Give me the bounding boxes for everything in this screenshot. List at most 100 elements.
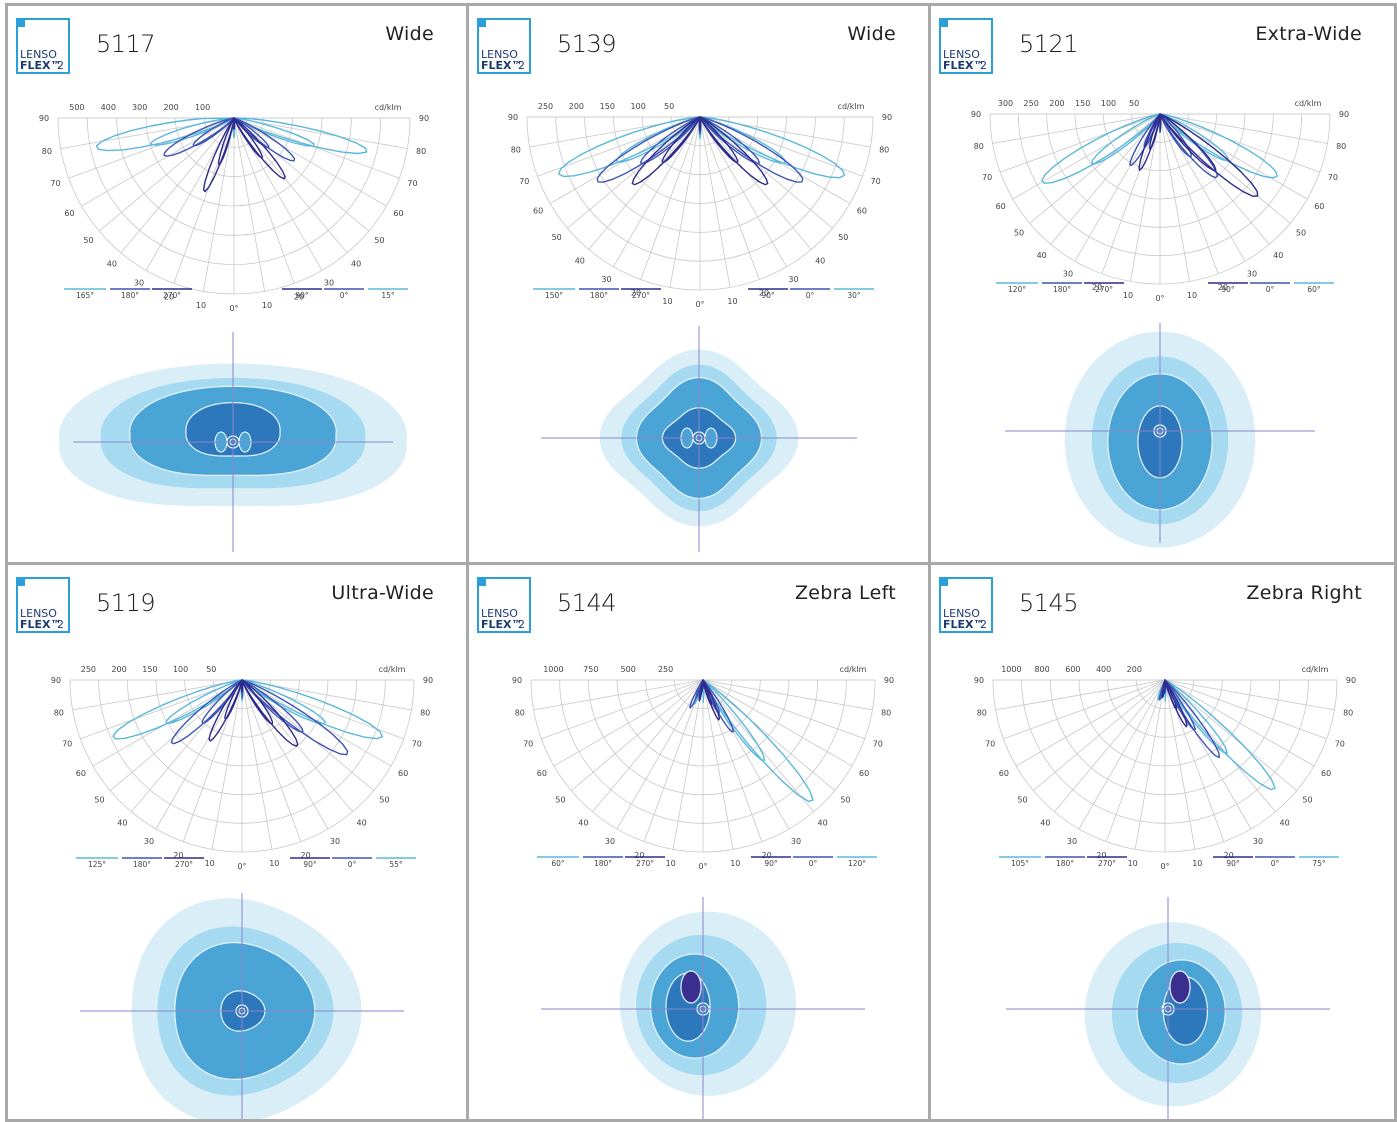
radial-value-label: 1000 xyxy=(1001,665,1021,674)
radial-value-label: 100 xyxy=(1101,99,1116,108)
polar-spoke xyxy=(1159,113,1320,173)
polar-spoke xyxy=(1012,113,1161,200)
intensity-curve-c xyxy=(208,679,243,742)
polar-spoke xyxy=(1050,113,1161,245)
angle-label: 40 xyxy=(357,819,367,828)
product-code: 5144 xyxy=(557,589,617,617)
polar-spoke xyxy=(1000,113,1161,173)
intensity-curve-c xyxy=(1159,113,1259,197)
polar-spoke xyxy=(643,679,704,842)
angle-label: 90 xyxy=(423,676,433,685)
legend-angle-label: 105° xyxy=(1011,859,1029,868)
svg-text:2: 2 xyxy=(57,59,64,72)
polar-spoke xyxy=(699,116,833,229)
angle-label: 40 xyxy=(818,819,828,828)
svg-text:2: 2 xyxy=(980,618,987,631)
unit-label: cd/klm xyxy=(379,665,406,674)
angle-label: 20 xyxy=(1096,851,1106,860)
legend-angle-label: 180° xyxy=(133,860,151,869)
angle-label: 80 xyxy=(977,708,987,717)
radial-value-label: 500 xyxy=(69,103,84,112)
radial-value-label: 100 xyxy=(631,102,646,111)
legend-angle-label: 165° xyxy=(76,291,94,300)
radial-value-label: 200 xyxy=(1127,665,1142,674)
legend-angle-label: 180° xyxy=(1053,285,1071,294)
polar-spoke xyxy=(702,679,865,740)
polar-spoke xyxy=(1164,679,1327,740)
polar-spoke xyxy=(702,679,734,850)
angle-label: 0° xyxy=(698,862,707,871)
polar-spoke xyxy=(672,679,704,850)
angle-label: 70 xyxy=(1335,740,1345,749)
polar-spoke xyxy=(1054,679,1166,813)
polar-grid xyxy=(530,679,876,853)
legend-angle-label: 0° xyxy=(806,291,815,300)
legend-angle-label: 30° xyxy=(847,291,861,300)
angle-label: 30 xyxy=(330,837,340,846)
intensity-curve-a xyxy=(702,679,814,803)
polar-spoke xyxy=(567,116,701,229)
polar-spoke xyxy=(699,116,787,268)
polar-spoke xyxy=(699,116,812,250)
angle-label: 40 xyxy=(351,260,361,269)
angle-label: 70 xyxy=(519,177,529,186)
angle-label: 40 xyxy=(117,819,127,828)
angle-label: 10 xyxy=(727,297,737,306)
polar-and-isolux-diagram: 90 80 70 60 50 40 30 20 10 0° 10 20 30 40 50 60 70 80 90 25… xyxy=(508,102,892,552)
angle-label: 40 xyxy=(815,256,825,265)
polar-spoke xyxy=(155,679,243,830)
intensity-curve-c xyxy=(699,116,769,186)
legend-angle-label: 180° xyxy=(121,291,139,300)
angle-label: 60 xyxy=(859,769,869,778)
polar-spoke xyxy=(553,679,704,767)
polar-spoke xyxy=(616,679,704,830)
angle-label: 80 xyxy=(879,146,889,155)
polar-spoke xyxy=(1164,679,1276,813)
polar-spoke xyxy=(702,679,763,842)
radial-value-label: 750 xyxy=(583,665,598,674)
angle-label: 60 xyxy=(857,207,867,216)
legend-angle-label: 150° xyxy=(545,291,563,300)
polar-spoke xyxy=(211,679,243,850)
angle-label: 70 xyxy=(50,179,60,188)
product-code: 5117 xyxy=(96,30,156,58)
angle-label: 80 xyxy=(1343,708,1353,717)
polar-spoke xyxy=(1029,113,1161,224)
polar-spoke xyxy=(592,679,704,813)
angle-label: 80 xyxy=(974,142,984,151)
polar-spoke xyxy=(541,679,704,740)
angle-label: 70 xyxy=(985,740,995,749)
polar-spoke xyxy=(1105,679,1166,842)
polar-spoke xyxy=(1159,113,1190,282)
polar-spoke xyxy=(233,117,408,149)
legend-angle-label: 180° xyxy=(1056,859,1074,868)
svg-text:FLEX™: FLEX™ xyxy=(20,59,62,72)
luminaire-panel-5119: LENSO FLEX™ 2 5119 Ultra-Wide 90 80 70 60 50 40 30 2… xyxy=(5,562,469,1122)
polar-spoke xyxy=(81,117,235,207)
angle-label: 0° xyxy=(695,300,704,309)
polar-spoke xyxy=(1164,679,1298,791)
angle-label: 60 xyxy=(1321,769,1331,778)
angle-label: 50 xyxy=(83,236,93,245)
intensity-curve-c xyxy=(1161,679,1166,699)
angle-label: 90 xyxy=(1339,110,1349,119)
radial-value-label: 50 xyxy=(1129,99,1139,108)
angle-label: 80 xyxy=(42,147,52,156)
radial-value-label: 200 xyxy=(569,102,584,111)
angle-label: 70 xyxy=(873,740,883,749)
legend-angle-label: 0° xyxy=(348,860,357,869)
angle-label: 80 xyxy=(515,708,525,717)
polar-spoke xyxy=(588,116,701,250)
angle-label: 50 xyxy=(1017,796,1027,805)
polar-spoke xyxy=(203,117,235,292)
angle-label: 90 xyxy=(51,676,61,685)
angle-label: 60 xyxy=(999,769,1009,778)
angle-label: 90 xyxy=(882,113,892,122)
polar-spoke xyxy=(1078,679,1166,830)
radial-value-label: 250 xyxy=(538,102,553,111)
angle-label: 80 xyxy=(416,147,426,156)
polar-spoke xyxy=(533,679,704,711)
polar-spoke xyxy=(699,116,731,288)
